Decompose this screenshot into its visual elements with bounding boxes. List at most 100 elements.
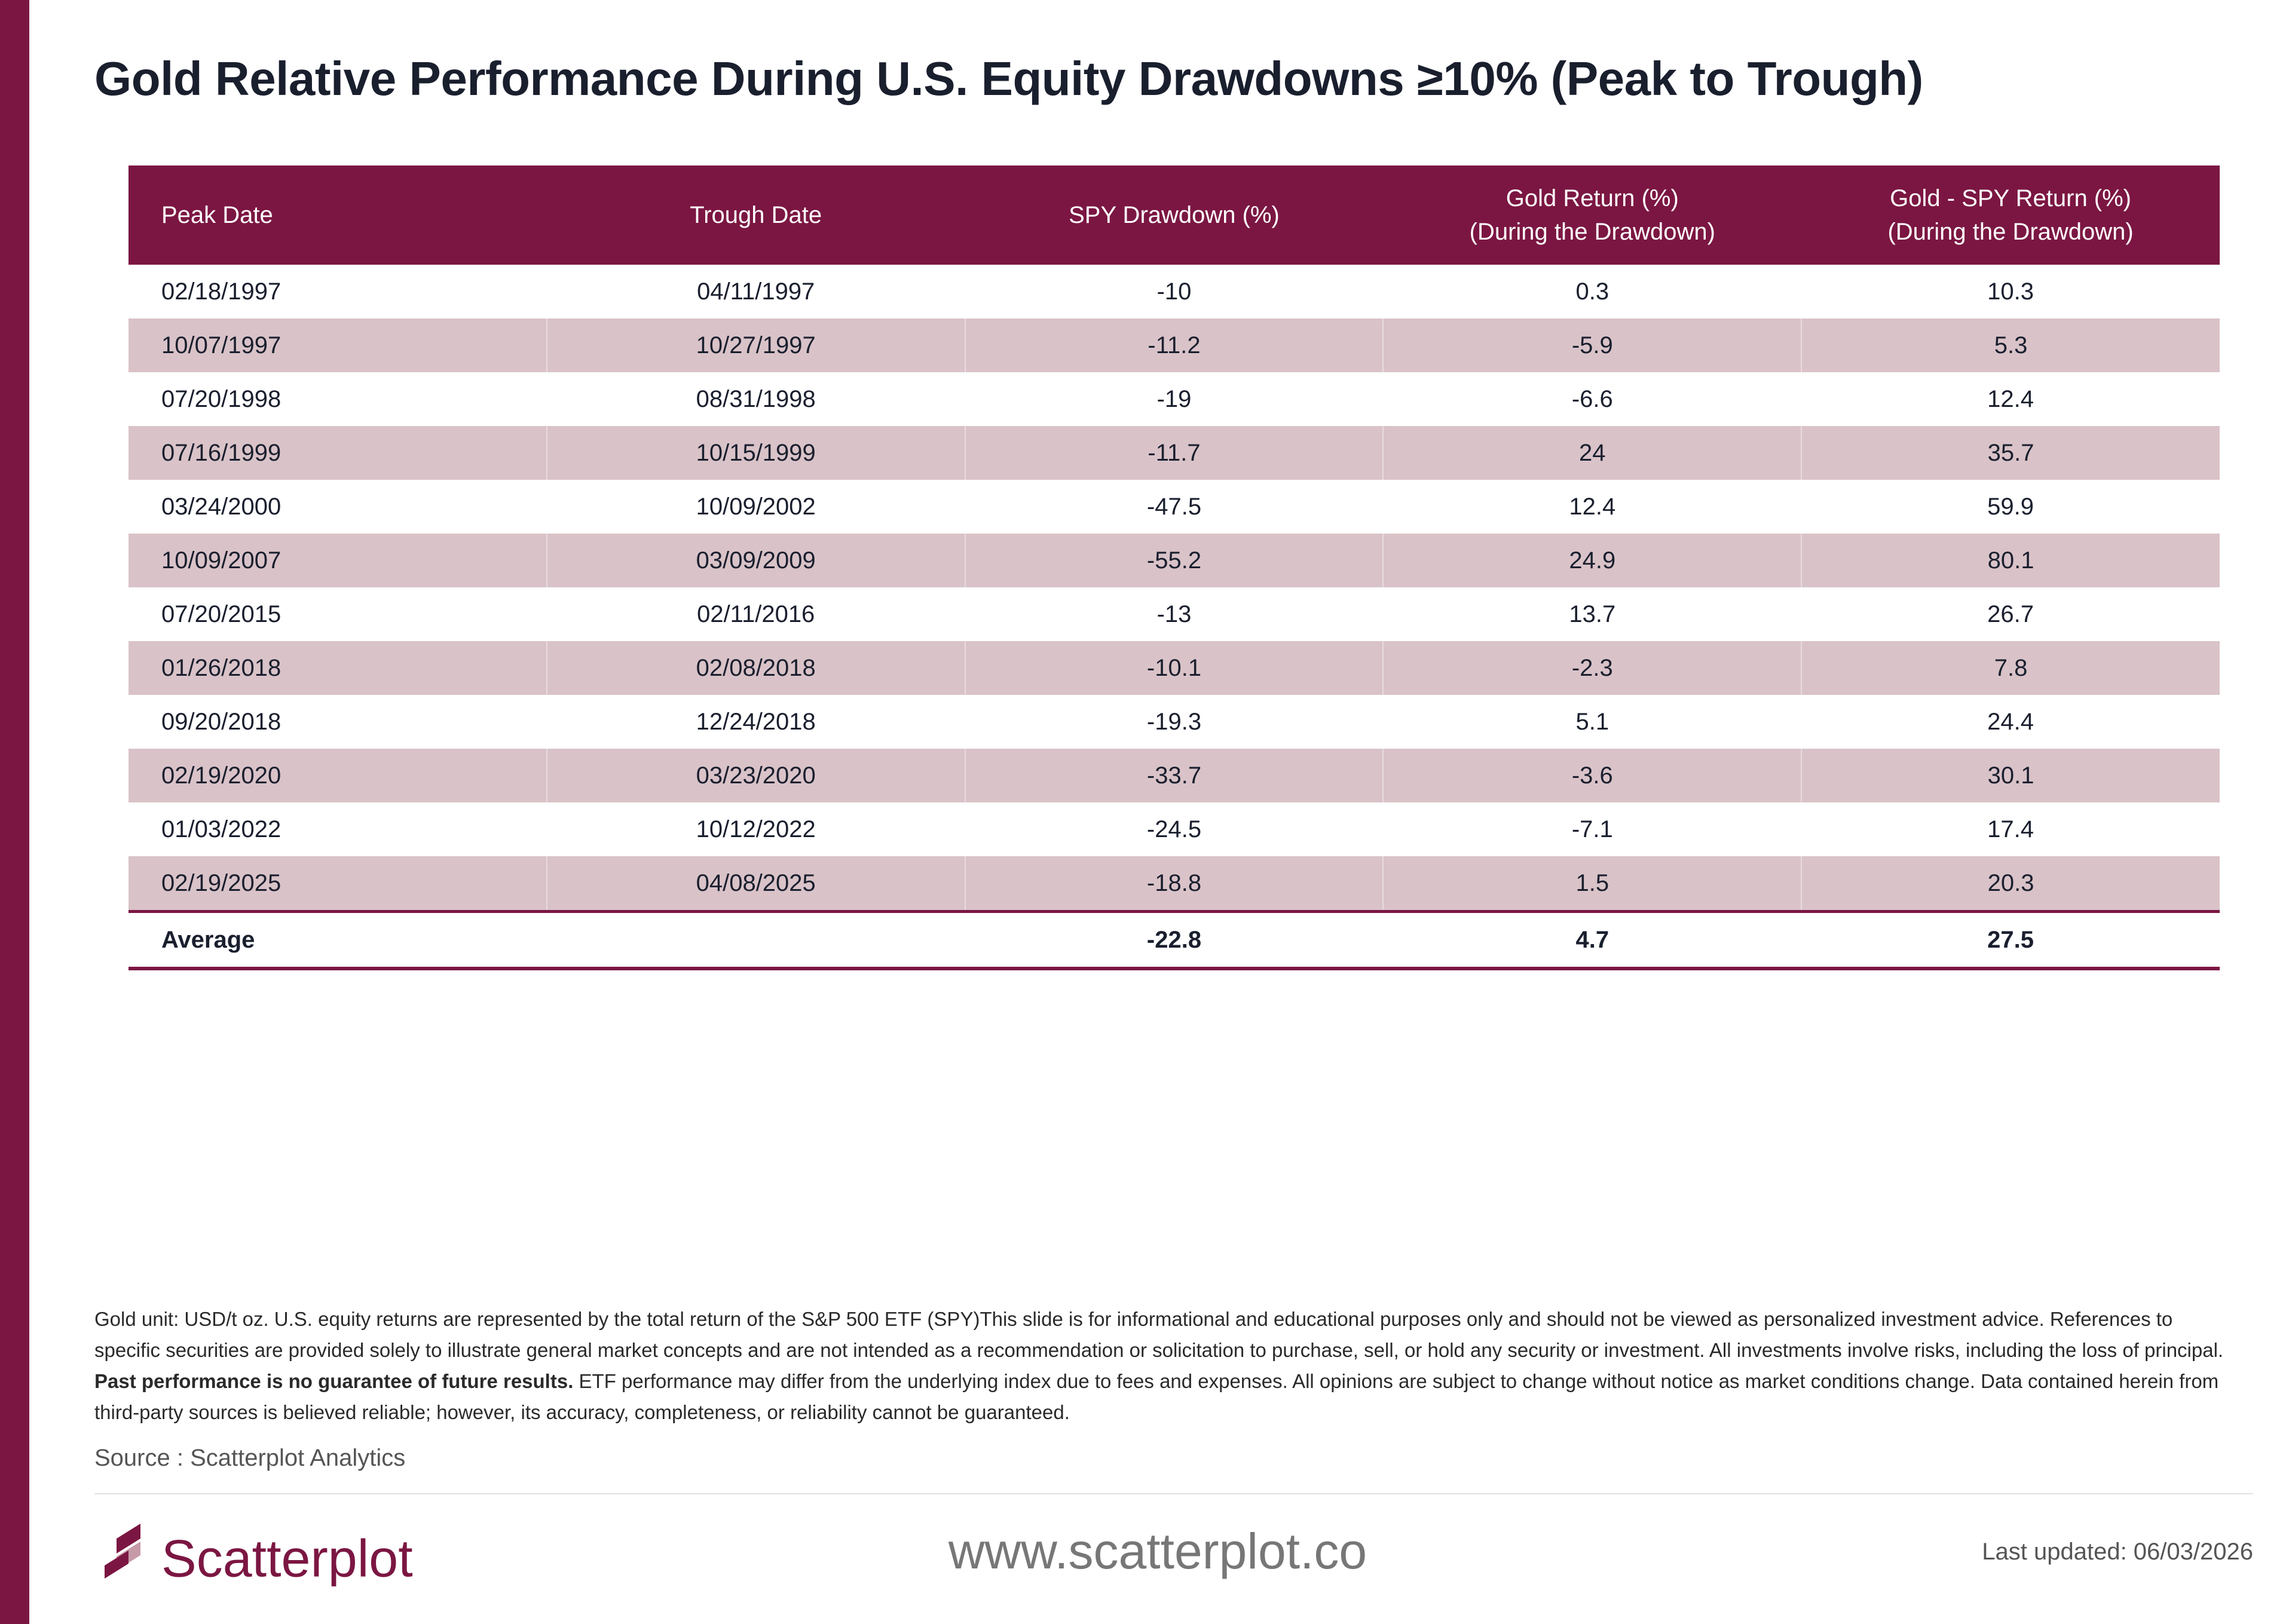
header-line: Trough Date	[690, 202, 822, 228]
table-cell: -3.6	[1382, 749, 1802, 802]
table-cell: 10/09/2007	[128, 534, 547, 587]
table-cell	[546, 911, 965, 970]
table-cell: -24.5	[1146, 816, 1202, 842]
table-cell: 24	[1382, 426, 1802, 480]
table-cell: 10/15/1999	[546, 426, 965, 480]
header-line: Peak Date	[161, 202, 273, 228]
logo-mark	[117, 1524, 140, 1553]
average-row: Average -22.8 4.7 27.5	[128, 911, 2220, 970]
table-cell: Average	[128, 911, 547, 970]
table-cell: 35.7	[1801, 426, 2220, 480]
header-line: Gold Return (%)	[1505, 185, 1679, 212]
table-cell: -13	[1156, 600, 1192, 627]
table-cell: 7.8	[1801, 641, 2220, 695]
table-cell: 02/19/2020	[128, 749, 547, 802]
table-cell: 10/07/1997	[128, 318, 547, 372]
table-cell: 10.3	[1987, 278, 2034, 305]
table-cell: 02/19/2025	[128, 856, 547, 913]
table-cell: 5.1	[1575, 708, 1609, 735]
table-cell: 01/03/2022	[161, 816, 281, 842]
disclaimer-bold: Past performance is no guarantee of futu…	[94, 1370, 574, 1392]
table-row: 07/16/1999 10/15/1999 -11.7 24 35.7	[128, 426, 2220, 480]
disclaimer-text: Gold unit: USD/t oz. U.S. equity returns…	[94, 1308, 2224, 1361]
table-cell: 26.7	[1987, 600, 2034, 627]
column-header: Gold Return (%) (During the Drawdown)	[1383, 166, 1802, 265]
separator	[94, 1493, 2253, 1494]
table-cell: -19.3	[1146, 708, 1202, 735]
table-cell: -33.7	[964, 749, 1384, 802]
column-header: Gold - SPY Return (%) (During the Drawdow…	[1801, 166, 2220, 265]
table-body: 02/18/1997 04/11/1997 -10 0.3 10.3 10/07/1997…	[128, 265, 2220, 970]
table-cell: -22.8	[965, 911, 1384, 970]
table-cell: 80.1	[1801, 534, 2220, 587]
table-cell: -18.8	[964, 856, 1384, 913]
logo: Scatterplot	[105, 1524, 413, 1586]
table-cell: 07/20/1998	[161, 385, 281, 412]
table-cell: -6.6	[1571, 385, 1613, 412]
header-line: Gold - SPY Return (%)	[1890, 185, 2132, 212]
table-cell: -55.2	[964, 534, 1384, 587]
table-row: 02/18/1997 04/11/1997 -10 0.3 10.3	[128, 265, 2220, 318]
column-header: Trough Date	[546, 166, 965, 265]
table-cell: 12.4	[1569, 493, 1616, 520]
table-cell: 03/23/2020	[546, 749, 965, 802]
table-cell: 04/08/2025	[546, 856, 965, 913]
last-updated: Last updated: 06/03/2026	[1982, 1539, 2253, 1565]
table-cell: 24.4	[1987, 708, 2034, 735]
table-cell: 07/16/1999	[128, 426, 547, 480]
table-cell: 02/08/2018	[546, 641, 965, 695]
table-cell: -11.7	[964, 426, 1384, 480]
table-cell: 03/09/2009	[546, 534, 965, 587]
table-cell: 59.9	[1987, 493, 2034, 520]
table-row: 03/24/2000 10/09/2002 -47.5 12.4 59.9	[128, 480, 2220, 534]
logo-text: Scatterplot	[161, 1528, 413, 1586]
header-line: SPY Drawdown (%)	[1069, 202, 1280, 228]
header-line: (During the Drawdown)	[1469, 219, 1715, 245]
website: www.scatterplot.co	[948, 1523, 1367, 1579]
table-cell: -7.1	[1571, 816, 1613, 842]
table-row: 10/07/1997 10/27/1997 -11.2 -5.9 5.3	[128, 318, 2220, 372]
table-cell: 10/27/1997	[546, 318, 965, 372]
table-cell: 10/09/2002	[696, 493, 816, 520]
table-row: 01/03/2022 10/12/2022 -24.5 -7.1 17.4	[128, 802, 2220, 856]
column-header: Peak Date	[128, 166, 547, 265]
table-cell: -19	[1156, 385, 1192, 412]
accent-bar	[0, 0, 29, 1624]
source: Source : Scatterplot Analytics	[94, 1445, 406, 1471]
table-cell: 17.4	[1987, 816, 2034, 842]
table-cell: 20.3	[1801, 856, 2220, 913]
disclaimer: Gold unit: USD/t oz. U.S. equity returns…	[94, 1304, 2240, 1428]
table-row: 02/19/2020 03/23/2020 -33.7 -3.6 30.1	[128, 749, 2220, 802]
table-cell: 09/20/2018	[161, 708, 281, 735]
disclaimer-text: ETF performance may differ from the unde…	[94, 1370, 2219, 1423]
table-cell: 0.3	[1575, 278, 1609, 305]
table-row: 07/20/2015 02/11/2016 -13 13.7 26.7	[128, 587, 2220, 641]
page-title: Gold Relative Performance During U.S. Eq…	[94, 52, 1923, 105]
table-cell: 10/12/2022	[696, 816, 816, 842]
table-row: 09/20/2018 12/24/2018 -19.3 5.1 24.4	[128, 695, 2220, 749]
table-row: 07/20/1998 08/31/1998 -19 -6.6 12.4	[128, 372, 2220, 426]
table-cell: 08/31/1998	[696, 385, 816, 412]
table-cell: 5.3	[1801, 318, 2220, 372]
table-cell: 07/20/2015	[161, 600, 281, 627]
table-cell: 4.7	[1383, 911, 1802, 970]
table-cell: 1.5	[1382, 856, 1802, 913]
table-cell: -10.1	[964, 641, 1384, 695]
table-cell: 04/11/1997	[697, 278, 815, 305]
table-cell: 27.5	[1801, 911, 2220, 970]
table-cell: -10	[1156, 278, 1192, 305]
header-line: (During the Drawdown)	[1887, 219, 2134, 245]
table-row: 10/09/2007 03/09/2009 -55.2 24.9 80.1	[128, 534, 2220, 587]
table-cell: -2.3	[1382, 641, 1802, 695]
table-row: 01/26/2018 02/08/2018 -10.1 -2.3 7.8	[128, 641, 2220, 695]
table-cell: 13.7	[1569, 600, 1616, 627]
table-cell: 03/24/2000	[161, 493, 281, 520]
header-row: Peak Date Trough Date SPY Drawdown (%) Gold…	[128, 166, 2220, 265]
table-cell: -47.5	[1146, 493, 1202, 520]
table-cell: 24.9	[1382, 534, 1802, 587]
table-cell: -11.2	[964, 318, 1384, 372]
table-cell: 30.1	[1801, 749, 2220, 802]
table-cell: 02/18/1997	[161, 278, 281, 305]
table-cell: 12.4	[1987, 385, 2034, 412]
